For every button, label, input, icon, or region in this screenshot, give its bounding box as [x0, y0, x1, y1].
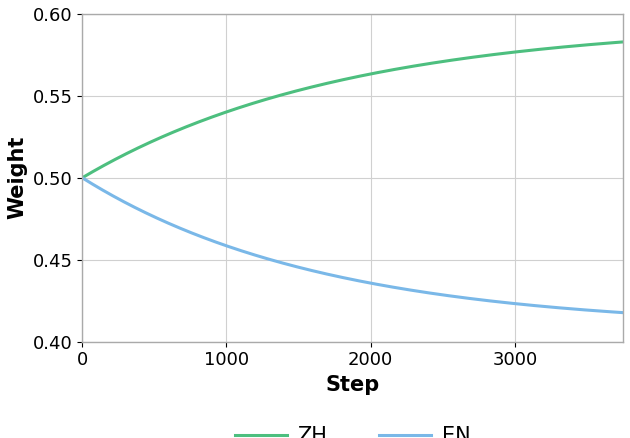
EN: [317, 270, 324, 275]
ZH: [450, 57, 457, 63]
Y-axis label: Weight: Weight: [7, 136, 27, 219]
ZH: [317, 82, 324, 88]
ZH: [134, 145, 141, 151]
EN: [510, 301, 517, 306]
EN: [500, 300, 508, 305]
ZH: [79, 175, 86, 180]
EN: [450, 294, 457, 299]
Line: ZH: ZH: [83, 42, 623, 178]
ZH: [297, 87, 305, 92]
X-axis label: Step: Step: [326, 375, 380, 395]
Line: EN: EN: [83, 178, 623, 313]
ZH: [500, 51, 508, 56]
Legend: ZH, EN: ZH, EN: [227, 417, 479, 438]
EN: [297, 265, 305, 271]
EN: [619, 310, 627, 315]
EN: [134, 206, 141, 212]
ZH: [619, 39, 627, 45]
EN: [79, 175, 86, 180]
ZH: [510, 49, 517, 55]
